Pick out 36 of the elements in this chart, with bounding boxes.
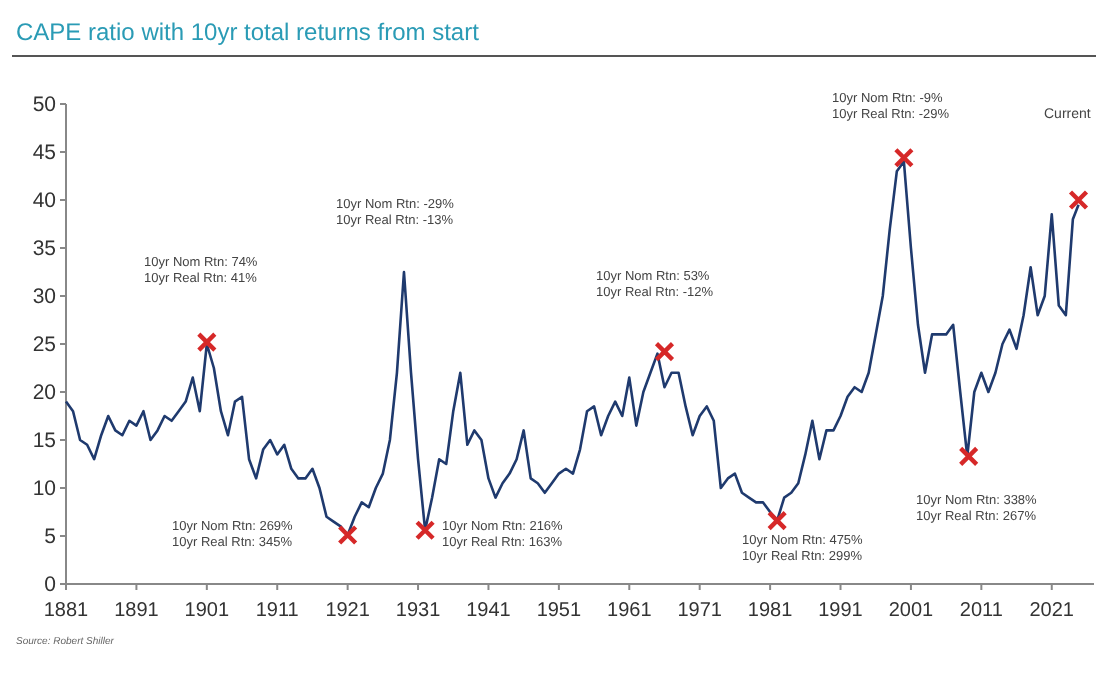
x-tick-label: 1991 [818,600,864,622]
x-tick-label: 1911 [255,600,300,622]
y-tick-label: 35 [32,237,57,262]
x-tick-label: 2021 [1029,600,1075,622]
x-tick-label: 2011 [959,600,1004,622]
x-tick-label: 1931 [395,600,442,622]
point [958,446,979,467]
x-tick-label: 1921 [325,600,371,622]
x-tick-label: 1891 [114,600,160,622]
x-tick-label: 1951 [536,600,582,622]
y-tick-label: 0 [44,573,57,598]
y-tick-label: 10 [32,477,57,502]
point [766,510,788,531]
y-tick-label: 45 [32,141,57,166]
x-tick-label: 1941 [466,600,512,622]
point [654,341,675,362]
y-tick-label: 40 [32,189,57,214]
x-tick-label: 1881 [43,600,90,622]
point [893,147,915,168]
y-tick-label: 25 [32,333,57,358]
y-tick-label: 15 [32,429,57,454]
x-tick-label: 1901 [184,600,230,622]
point [1068,189,1089,211]
y-tick-label: 30 [32,285,57,310]
y-tick-label: 20 [32,381,57,406]
point [196,331,218,353]
point [337,524,358,546]
line-series [64,160,1080,537]
x-tick-label: 2001 [888,600,935,622]
chart-title: CAPE ratio with 10yr total returns from start [16,18,481,46]
x-tick-label: 1961 [607,600,653,622]
point [414,520,436,541]
y-tick-label: 5 [44,525,57,550]
x-tick-label: 1981 [747,600,794,622]
x-tick-label: 1971 [677,600,723,622]
y-tick-label: 50 [32,93,57,118]
